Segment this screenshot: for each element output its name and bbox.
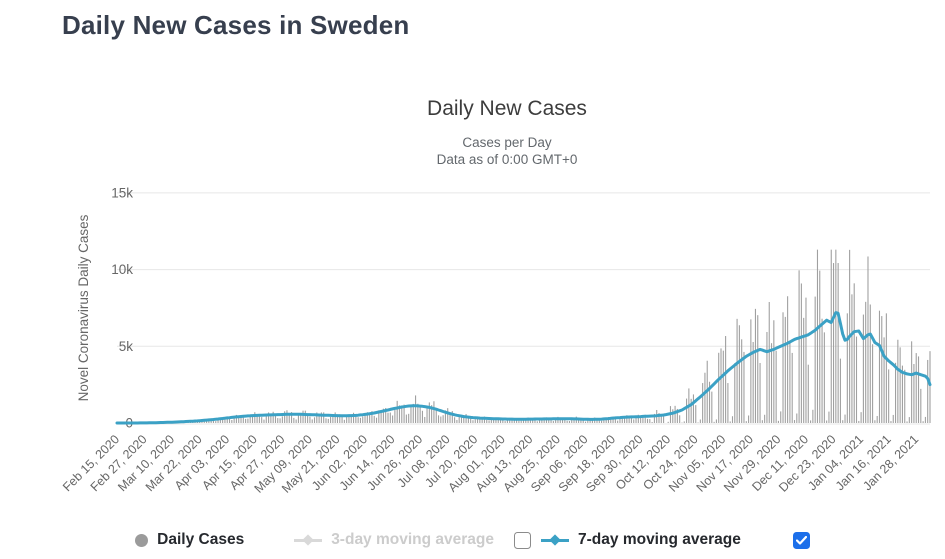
daily-cases-bars xyxy=(155,249,931,423)
chart-legend: Daily Cases 3-day moving average 7-day m… xyxy=(0,524,945,556)
ma3-checkbox[interactable] xyxy=(514,531,532,549)
y-axis-title: Novel Coronavirus Daily Cases xyxy=(76,214,91,401)
legend-item-3day-moving-average[interactable]: 3-day moving average xyxy=(294,531,494,549)
y-gridlines xyxy=(117,192,930,425)
chart-title: Daily New Cases xyxy=(427,97,587,120)
chart-subtitle-1: Cases per Day xyxy=(462,135,552,150)
svg-text:15k: 15k xyxy=(111,185,133,200)
page-title: Daily New Cases in Sweden xyxy=(62,10,410,40)
legend-item-7day-moving-average[interactable]: 7-day moving average xyxy=(541,531,741,549)
legend-label-daily-cases: Daily Cases xyxy=(157,531,245,548)
ma7-line-marker-icon xyxy=(541,534,570,546)
legend-item-daily-cases[interactable]: Daily Cases xyxy=(135,531,244,549)
chart-subtitle-2: Data as of 0:00 GMT+0 xyxy=(437,152,578,167)
ma7-checkbox[interactable] xyxy=(792,531,810,549)
legend-label-3day: 3-day moving average xyxy=(331,531,495,548)
svg-text:5k: 5k xyxy=(119,339,134,354)
ma7-line xyxy=(115,311,932,425)
svg-text:10k: 10k xyxy=(111,262,133,277)
checkmark-icon xyxy=(795,535,807,545)
daily-cases-marker-icon xyxy=(135,533,149,547)
ma3-line-marker-icon xyxy=(294,534,323,546)
legend-label-7day: 7-day moving average xyxy=(578,531,741,548)
